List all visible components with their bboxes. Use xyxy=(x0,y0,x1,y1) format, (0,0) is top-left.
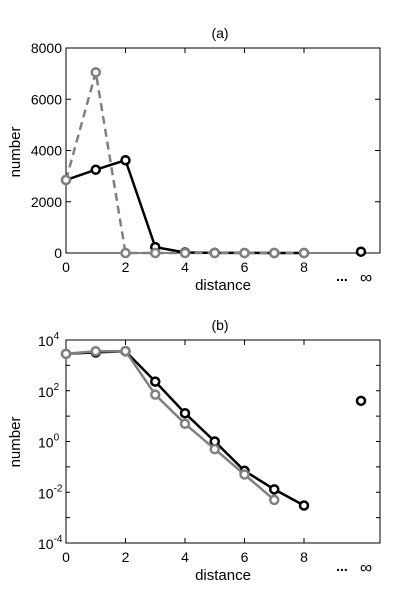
data-point xyxy=(355,395,367,407)
y-tick-label: 6000 xyxy=(31,91,62,107)
data-point xyxy=(60,174,72,186)
y-tick-label-exponent: -4 xyxy=(54,534,63,545)
y-tick-label-base: 10 xyxy=(38,384,54,400)
y-tick-label-base: 10 xyxy=(38,536,54,552)
data-point xyxy=(150,247,161,259)
y-tick-label: 2000 xyxy=(31,194,62,210)
x-tick-label: 0 xyxy=(62,549,70,565)
y-tick-label: 10-2 xyxy=(38,483,63,501)
y-tick-label: 10-4 xyxy=(38,534,63,552)
y-tick-label-exponent: 4 xyxy=(54,331,60,342)
x-tick-label-ellipsis: ... xyxy=(336,268,348,284)
data-point xyxy=(209,247,220,259)
y-tick-label-exponent: 0 xyxy=(54,433,60,444)
x-tick-label-infinity: ∞ xyxy=(360,268,372,287)
y-tick-label: 104 xyxy=(38,331,60,349)
series-line xyxy=(65,158,304,255)
data-point xyxy=(269,484,280,495)
data-point xyxy=(269,247,280,259)
data-point xyxy=(90,67,101,78)
y-tick-label-base: 10 xyxy=(38,333,54,349)
panel-b-title: (b) xyxy=(211,317,228,333)
y-tick-label-base: 10 xyxy=(38,435,54,451)
panel-a-title: (a) xyxy=(211,25,228,41)
y-tick-label-base: 10 xyxy=(38,485,54,501)
data-point xyxy=(179,407,191,419)
data-point xyxy=(120,154,131,166)
x-tick-label: 6 xyxy=(241,259,249,275)
panel-a-ylabel: number xyxy=(7,127,24,178)
x-tick-label-ellipsis: ... xyxy=(336,558,348,574)
panel-b-ylabel: number xyxy=(7,417,24,468)
y-tick-label: 4000 xyxy=(31,143,62,159)
data-point xyxy=(355,246,367,257)
data-point xyxy=(120,345,131,357)
data-point xyxy=(269,494,280,506)
x-tick-label: 2 xyxy=(122,259,130,275)
y-tick-label-exponent: 2 xyxy=(54,382,60,393)
panel-a-xlabel: distance xyxy=(195,277,251,294)
data-point xyxy=(179,418,191,430)
data-point xyxy=(298,500,310,511)
y-tick-label: 100 xyxy=(38,433,60,451)
panel-b-axes-box xyxy=(65,339,381,544)
data-point xyxy=(60,348,72,360)
data-point xyxy=(150,389,161,400)
panel-a-ticks: 0 2 4 6 8... ∞ 0 2000 4000 6000 8000 xyxy=(31,40,380,287)
x-tick-label: 6 xyxy=(241,549,249,565)
data-point xyxy=(298,247,310,259)
y-tick-label: 102 xyxy=(38,382,60,400)
x-tick-label: 0 xyxy=(62,259,70,275)
data-point xyxy=(120,247,131,259)
data-point xyxy=(239,469,250,480)
x-tick-label: 2 xyxy=(122,549,130,565)
y-tick-label: 0 xyxy=(54,245,62,261)
x-tick-label: 4 xyxy=(181,549,189,565)
data-point xyxy=(90,346,101,357)
series-line xyxy=(64,71,304,255)
x-tick-label: 4 xyxy=(181,259,189,275)
data-point xyxy=(90,164,101,175)
panel-b-xlabel: distance xyxy=(195,567,251,584)
data-point xyxy=(209,443,220,455)
data-point xyxy=(179,247,191,259)
y-tick-label-exponent: -2 xyxy=(54,483,63,494)
x-tick-label-infinity: ∞ xyxy=(360,558,372,577)
panel-a-series xyxy=(60,67,367,259)
panel-b-series xyxy=(60,345,367,511)
panel-a-axes-box xyxy=(65,47,381,254)
data-point xyxy=(239,247,250,259)
x-tick-label: 8 xyxy=(300,549,308,565)
y-tick-label: 8000 xyxy=(31,40,62,56)
data-point xyxy=(150,376,161,387)
x-tick-label: 8 xyxy=(300,259,308,275)
